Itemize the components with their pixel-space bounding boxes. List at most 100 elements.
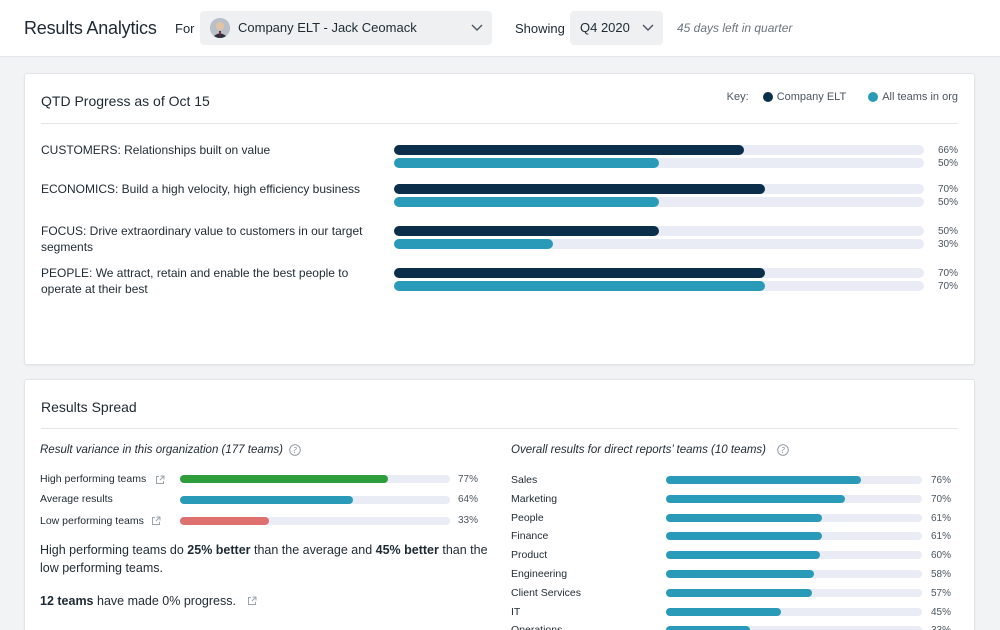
team-percent: 70% xyxy=(930,493,951,505)
help-icon[interactable]: ? xyxy=(289,444,301,456)
variance-percent: 64% xyxy=(457,494,478,505)
progress-track xyxy=(394,184,924,194)
legend-item-label: Company ELT xyxy=(776,91,847,103)
summary-text: than the low performing teams. xyxy=(40,543,488,575)
legend-item-elt: Company ELT xyxy=(762,91,847,103)
elt-percent: 66% xyxy=(937,145,958,156)
team-label: IT xyxy=(511,605,521,618)
team-label: Product xyxy=(511,549,548,562)
page-title: Results Analytics xyxy=(24,18,157,38)
divider xyxy=(41,428,958,429)
team-fill xyxy=(666,532,823,541)
team-fill xyxy=(666,607,782,616)
team-percent: 60% xyxy=(930,550,951,562)
team-label: People xyxy=(511,511,544,524)
variance-track xyxy=(180,475,450,483)
team-percent: 33% xyxy=(921,625,951,630)
variance-summary: High performing teams do 25% better than… xyxy=(40,542,500,577)
progress-track xyxy=(394,197,924,207)
variance-label: High performing teams xyxy=(40,473,147,485)
quarter-select-value: Q4 2020 xyxy=(580,20,630,35)
legend: Key: Company ELT All teams in org xyxy=(727,91,958,103)
qtd-progress-card: QTD Progress as of Oct 15 Key: Company E… xyxy=(24,73,975,365)
team-select[interactable]: Company ELT - Jack Ceomack xyxy=(200,11,492,45)
progress-track xyxy=(394,281,924,291)
org-percent: 30% xyxy=(937,239,958,250)
variance-track xyxy=(180,517,450,525)
progress-track xyxy=(394,268,924,278)
elt-percent: 50% xyxy=(937,226,958,237)
chevron-down-icon xyxy=(471,24,483,31)
team-track xyxy=(666,626,922,630)
svg-text:?: ? xyxy=(781,446,785,455)
summary-text: High performing teams do xyxy=(40,543,188,557)
elt-progress-fill xyxy=(394,145,744,155)
team-track xyxy=(666,494,922,503)
elt-progress-fill xyxy=(394,268,765,278)
showing-label: Showing xyxy=(515,21,565,36)
variance-fill xyxy=(180,517,270,525)
team-fill xyxy=(666,513,823,522)
team-label: Finance xyxy=(511,530,549,543)
card-title: QTD Progress as of Oct 15 xyxy=(41,93,210,109)
team-fill xyxy=(666,551,820,560)
summary-bold: 45% better xyxy=(375,543,439,557)
team-label: Marketing xyxy=(511,492,558,505)
direct-reports-heading-text: Overall results for direct reports’ team… xyxy=(511,444,766,457)
team-select-value: Company ELT - Jack Ceomack xyxy=(238,20,417,35)
variance-percent: 33% xyxy=(457,515,478,526)
for-label: For xyxy=(175,21,195,36)
legend-item-org: All teams in org xyxy=(868,91,958,103)
top-bar: Results Analytics For Company ELT - Jack… xyxy=(0,0,1000,57)
zero-progress-note: 12 teams have made 0% progress. xyxy=(40,594,257,608)
external-link-icon[interactable] xyxy=(151,516,161,526)
team-track xyxy=(666,513,922,522)
org-percent: 70% xyxy=(937,281,958,292)
objective-text: CUSTOMERS: Relationships built on value xyxy=(41,143,271,157)
legend-dot xyxy=(868,92,879,102)
team-track xyxy=(666,607,922,616)
help-icon[interactable]: ? xyxy=(777,444,789,456)
team-track xyxy=(666,532,922,541)
org-percent: 50% xyxy=(937,158,958,169)
elt-progress-fill xyxy=(394,226,659,236)
zero-progress-text: have made 0% progress. xyxy=(93,594,236,608)
team-label: Operations xyxy=(511,624,562,630)
team-track xyxy=(666,551,922,560)
days-left-text: 45 days left in quarter xyxy=(677,21,793,35)
team-percent: 61% xyxy=(930,531,951,543)
legend-label: Key: xyxy=(726,91,749,103)
org-progress-fill xyxy=(394,158,659,168)
team-percent: 58% xyxy=(930,569,951,580)
team-label: Engineering xyxy=(511,568,568,580)
team-label: Sales xyxy=(511,474,538,486)
team-fill xyxy=(666,626,751,630)
objective-text: ECONOMICS: Build a high velocity, high e… xyxy=(41,182,361,196)
external-link-icon[interactable] xyxy=(155,475,165,485)
variance-heading-text: Result variance in this organization (17… xyxy=(40,444,283,457)
team-track xyxy=(666,476,922,484)
elt-progress-fill xyxy=(394,184,765,194)
progress-track xyxy=(394,226,924,236)
org-progress-fill xyxy=(394,197,659,207)
quarter-select[interactable]: Q4 2020 xyxy=(570,11,663,45)
variance-percent: 77% xyxy=(457,474,478,485)
chevron-down-icon xyxy=(642,24,654,31)
org-progress-fill xyxy=(394,281,765,291)
external-link-icon[interactable] xyxy=(247,596,257,606)
org-percent: 50% xyxy=(937,197,958,208)
direct-reports-heading: Overall results for direct reports’ team… xyxy=(511,444,789,456)
elt-percent: 70% xyxy=(937,268,958,279)
card-title: Results Spread xyxy=(41,399,137,415)
org-progress-fill xyxy=(394,239,553,249)
team-track xyxy=(666,570,922,578)
team-fill xyxy=(666,494,846,503)
legend-dot xyxy=(762,92,773,102)
elt-percent: 70% xyxy=(937,184,958,195)
results-spread-card: Results Spread Result variance in this o… xyxy=(24,379,975,630)
team-fill xyxy=(666,570,815,578)
team-fill xyxy=(666,476,861,484)
objective-text: FOCUS: Drive extraordinary value to cust… xyxy=(41,224,363,254)
objective-text: PEOPLE: We attract, retain and enable th… xyxy=(41,266,349,296)
variance-heading: Result variance in this organization (17… xyxy=(40,444,301,456)
